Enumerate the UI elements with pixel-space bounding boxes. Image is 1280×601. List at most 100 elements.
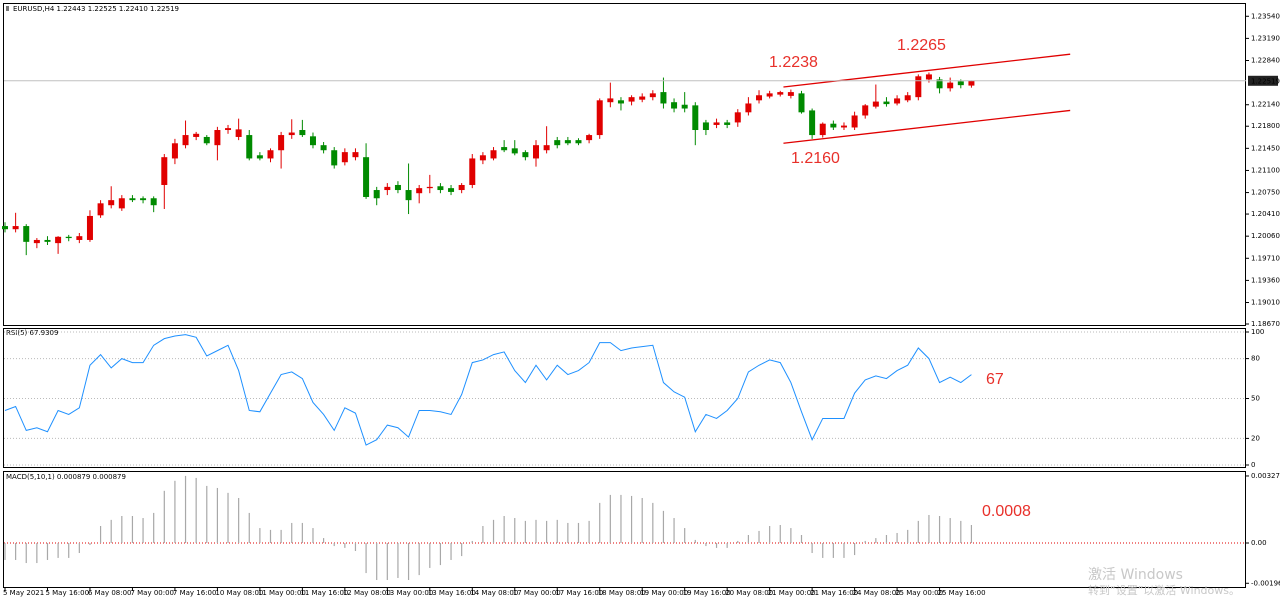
- y-tick-label: 0: [1251, 461, 1255, 469]
- candle-body: [660, 92, 667, 104]
- candle-body: [12, 226, 19, 230]
- y-tick-label: 20: [1251, 434, 1260, 442]
- candle-body: [182, 135, 189, 146]
- candle-body: [596, 100, 603, 136]
- candle-body: [575, 140, 582, 144]
- candle-body: [734, 112, 741, 123]
- x-tick-label: 5 May 16:00: [45, 589, 89, 597]
- y-tick-label: 1.18670: [1251, 320, 1280, 328]
- candle-body: [118, 198, 125, 209]
- candle-body: [203, 136, 210, 144]
- x-tick-label: 13 May 16:00: [428, 589, 476, 597]
- candle-body: [745, 103, 752, 113]
- candle-body: [851, 115, 858, 128]
- x-tick-label: 14 May 08:00: [470, 589, 518, 597]
- y-tick-label: 1.20060: [1251, 232, 1280, 240]
- candle-body: [777, 92, 784, 95]
- candle-body: [968, 80, 975, 86]
- candle-body: [872, 101, 879, 107]
- current-price-label: 1.22519: [1251, 77, 1280, 85]
- y-tick-label: 1.22140: [1251, 101, 1280, 109]
- candle-body: [352, 152, 359, 158]
- x-tick-label: 6 May 08:00: [88, 589, 132, 597]
- candle-body: [479, 155, 486, 161]
- candle-body: [819, 123, 826, 136]
- candle-body: [2, 226, 8, 230]
- annotation: 67: [986, 371, 1004, 388]
- candle-body: [394, 184, 401, 191]
- symbol-icon: [6, 6, 9, 11]
- y-tick-label: 1.19710: [1251, 254, 1280, 262]
- annotation: 1.2238: [769, 54, 818, 71]
- candle-body: [639, 96, 646, 100]
- candle-body: [140, 198, 147, 201]
- candle-body: [97, 203, 104, 216]
- candle-body: [840, 125, 847, 128]
- candle-body: [713, 122, 720, 125]
- candle-body: [373, 190, 380, 199]
- candle-body: [564, 140, 571, 144]
- candle-body: [33, 239, 40, 244]
- x-tick-label: 25 May 00:00: [895, 589, 943, 597]
- candle-body: [161, 157, 168, 185]
- candle-body: [862, 105, 869, 116]
- candle-body: [246, 135, 253, 159]
- candle-body: [235, 129, 242, 137]
- candle-body: [171, 143, 178, 159]
- y-tick-label: 0.003276: [1251, 472, 1280, 480]
- candle-body: [448, 188, 455, 192]
- x-tick-label: 17 May 16:00: [555, 589, 603, 597]
- candle-body: [23, 226, 30, 242]
- candle-body: [936, 79, 943, 89]
- candle-body: [883, 101, 890, 105]
- rsi-title: RSI(5) 67.9309: [6, 329, 58, 337]
- candle-body: [320, 145, 327, 151]
- x-tick-label: 5 May 2021: [3, 589, 44, 597]
- x-tick-label: 13 May 00:00: [385, 589, 433, 597]
- macd-panel: [3, 471, 1246, 588]
- annotation: 1.2160: [791, 150, 840, 167]
- candle-body: [278, 135, 285, 151]
- candle-body: [702, 122, 709, 131]
- rsi-panel: [3, 328, 1246, 468]
- candle-body: [798, 93, 805, 113]
- x-tick-label: 17 May 00:00: [513, 589, 561, 597]
- candle-body: [628, 97, 635, 102]
- candle-body: [309, 136, 316, 146]
- y-tick-label: 1.19360: [1251, 276, 1280, 284]
- candle-body: [607, 98, 614, 103]
- candle-body: [44, 239, 51, 242]
- candle-body: [469, 158, 476, 185]
- candle-body: [86, 215, 93, 240]
- candle-body: [384, 186, 391, 191]
- y-tick-label: 1.19010: [1251, 299, 1280, 307]
- candle-body: [299, 130, 306, 136]
- annotation: 0.0008: [982, 503, 1031, 520]
- candle-body: [947, 82, 954, 89]
- trend-line: [783, 53, 1071, 88]
- y-tick-label: 1.23190: [1251, 34, 1280, 42]
- candle-body: [288, 132, 295, 136]
- rsi-line: [4, 334, 972, 446]
- current-price-box: [1248, 75, 1278, 86]
- main-panel: [3, 3, 1246, 326]
- main-title: EURUSD,H4 1.22443 1.22525 1.22410 1.2251…: [13, 5, 179, 13]
- candle-body: [225, 128, 232, 131]
- x-tick-label: 25 May 16:00: [938, 589, 986, 597]
- y-tick-label: 1.23540: [1251, 12, 1280, 20]
- y-tick-label: 80: [1251, 355, 1260, 363]
- x-tick-label: 19 May 00:00: [640, 589, 688, 597]
- candle-body: [766, 93, 773, 97]
- candle-body: [787, 92, 794, 96]
- candle-body: [925, 74, 932, 80]
- candle-body: [416, 188, 423, 194]
- y-tick-label: 100: [1251, 328, 1264, 336]
- y-tick-label: 1.21450: [1251, 144, 1280, 152]
- candle-body: [511, 148, 518, 154]
- macd-title: MACD(5,10,1) 0.000879 0.000879: [6, 473, 126, 481]
- candle-body: [458, 184, 465, 191]
- y-tick-label: 1.20410: [1251, 210, 1280, 218]
- x-tick-label: 11 May 00:00: [258, 589, 306, 597]
- x-tick-label: 20 May 08:00: [725, 589, 773, 597]
